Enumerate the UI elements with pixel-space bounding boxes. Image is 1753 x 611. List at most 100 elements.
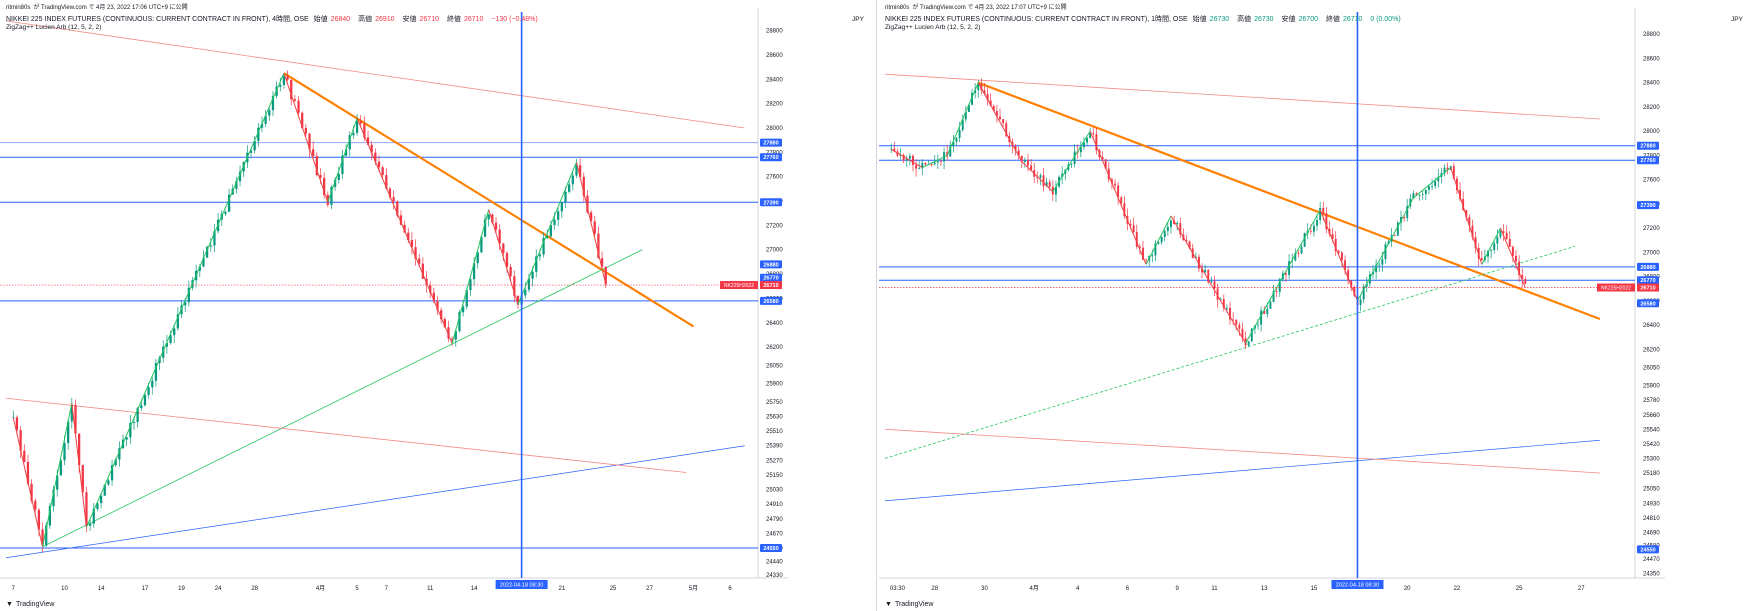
price-tick-label: 28400 [1643, 81, 1660, 87]
author-name[interactable]: ritmin80s [6, 5, 31, 11]
level-label: 27760 [1640, 158, 1655, 164]
candle-body [158, 357, 161, 364]
candle-body [1353, 286, 1356, 296]
candle-body [527, 278, 531, 290]
price-tick-label: 27600 [766, 175, 783, 181]
candle-body [1250, 328, 1253, 342]
publish-text: が TradingView.com で 4月 23, 2022 17:06 UT… [33, 5, 188, 11]
price-tick-label: 24470 [1643, 557, 1660, 563]
candle-body [1331, 234, 1334, 239]
trend-line [884, 428, 1600, 474]
time-tick-label: 25 [1516, 586, 1523, 592]
candle-body [176, 314, 180, 329]
candle-body [1418, 194, 1421, 196]
candle-body [26, 462, 30, 484]
candle-body [377, 161, 381, 168]
candle-body [1092, 133, 1095, 134]
candle-body [1396, 222, 1399, 236]
candle-body [995, 111, 998, 117]
candle-body [1269, 301, 1272, 309]
candle-body [1095, 133, 1098, 151]
candle-body [1437, 176, 1440, 182]
price-tick-label: 25780 [1643, 398, 1660, 404]
candle-body [1210, 281, 1213, 283]
currency-unit: JPY [852, 16, 864, 23]
candle-body [301, 112, 304, 129]
candle-body [1179, 222, 1182, 235]
chart-canvas-4h[interactable]: 2880028600284002820028000278002760027400… [0, 0, 876, 611]
candle-body [1427, 186, 1430, 190]
candle-body [1176, 222, 1179, 225]
candle-body [421, 263, 425, 279]
candle-body [568, 184, 571, 192]
indicator-label[interactable]: ZigZag++ Lucien Arb (12, 5, 2, 2) [885, 24, 981, 31]
zigzag-segment [1089, 130, 1147, 265]
price-tick-label: 28400 [766, 77, 783, 83]
candle-body [1337, 251, 1340, 253]
zigzag-segment [575, 161, 607, 284]
author-name[interactable]: ritmin80s [885, 5, 910, 11]
candle-body [447, 327, 450, 339]
symbol-header: NIKKEI 225 INDEX FUTURES (CONTINUOUS: CU… [885, 14, 1404, 24]
symbol-title[interactable]: NIKKEI 225 INDEX FUTURES (CONTINUOUS: CU… [6, 16, 309, 23]
candle-body [1238, 324, 1241, 329]
zigzag-segment [1052, 130, 1091, 193]
time-tick-label: 20 [1404, 586, 1411, 592]
candle-body [154, 363, 158, 381]
candle-body [949, 146, 952, 157]
candle-body [454, 331, 457, 340]
candle-body [465, 290, 468, 307]
candle-body [593, 221, 596, 234]
candle-body [1054, 186, 1057, 195]
candle-body [63, 442, 66, 461]
candle-body [118, 448, 121, 460]
candle-body [304, 128, 307, 134]
ohlc-open: 始値 26730 [1192, 16, 1230, 23]
candle-body [1288, 261, 1291, 275]
candle-body [1499, 231, 1502, 237]
candle-body [323, 177, 326, 196]
level-label: 27880 [1640, 144, 1655, 150]
candle-body [1480, 258, 1483, 261]
candle-body [1017, 150, 1020, 156]
candle-body [92, 508, 95, 524]
candle-body [59, 460, 62, 476]
zigzag-segment [283, 73, 329, 203]
candle-body [1275, 291, 1278, 292]
candle-body [388, 188, 392, 198]
price-tick-label: 25030 [766, 488, 783, 494]
candle-body [78, 433, 81, 466]
chart-canvas-1h[interactable]: 2880028600284002820028000278002760027400… [879, 0, 1753, 611]
price-tick-label: 25420 [1643, 442, 1660, 448]
candle-body [1471, 225, 1474, 238]
candle-body [472, 263, 476, 280]
candle-body [198, 266, 201, 271]
candle-body [1294, 253, 1297, 261]
price-tick-label: 25390 [766, 444, 783, 450]
candle-body [458, 312, 461, 332]
indicator-label[interactable]: ZigZag++ Lucien Arb (12, 5, 2, 2) [6, 24, 102, 31]
candle-body [1496, 236, 1499, 244]
symbol-title[interactable]: NIKKEI 225 INDEX FUTURES (CONTINUOUS: CU… [885, 16, 1188, 23]
chart-panel-4h[interactable]: 2880028600284002820028000278002760027400… [0, 0, 877, 611]
candle-body [1502, 231, 1505, 233]
symbol-label-bg [1597, 283, 1635, 292]
chart-panel-1h[interactable]: 2880028600284002820028000278002760027400… [879, 0, 1753, 611]
symbol-label: NK225H2022 [1601, 286, 1631, 292]
candle-body [1263, 310, 1266, 315]
zigzag-segment [327, 118, 358, 203]
candle-body [52, 489, 55, 507]
publish-info: ritmin80s が TradingView.com で 4月 23, 2022… [885, 2, 1070, 11]
candle-body [1244, 338, 1247, 346]
candle-body [1194, 256, 1197, 258]
candle-body [268, 110, 271, 116]
candle-body [1309, 230, 1312, 232]
candle-body [1045, 181, 1048, 187]
candle-body [974, 90, 977, 93]
candle-body [964, 111, 967, 120]
candle-body [498, 229, 501, 244]
zigzag-segment [517, 161, 577, 305]
candle-body [542, 237, 545, 255]
ohlc-low: 安値 26700 [1281, 16, 1318, 23]
candle-body [999, 116, 1001, 120]
